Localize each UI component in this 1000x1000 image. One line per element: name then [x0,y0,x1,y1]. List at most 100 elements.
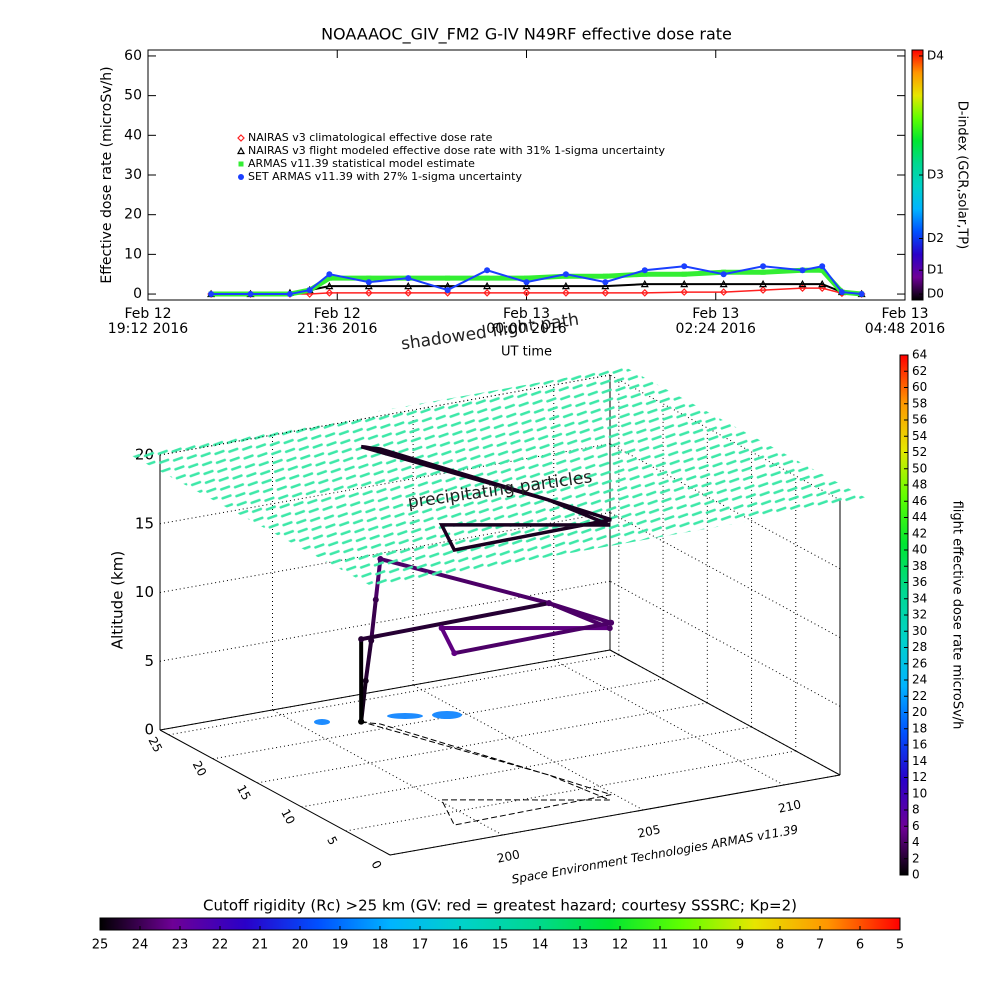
x-axis [389,774,841,856]
z-tick-label: 5 [144,652,154,670]
colorbar-tick-label: 4 [912,835,920,849]
track-point [368,637,375,644]
legend-marker [237,134,245,142]
colorbar-label: D-index (GCR,solar,TP) [955,101,970,249]
track-point [438,625,445,632]
colorbar-tick-label: 44 [912,510,927,524]
data-point [760,269,766,275]
y-tick-label: 0 [133,286,142,302]
data-point [562,271,569,278]
colorbar-tick-label: 22 [912,689,927,703]
grid-line [257,702,708,784]
colorbar-tick-label: 52 [912,445,927,459]
floor-shadow [361,721,612,826]
data-point [640,289,649,297]
z-tick-label: 10 [135,583,154,601]
y-tick-label: 10 [124,246,142,262]
track-point [451,650,458,657]
data-point [325,281,334,290]
data-point [445,275,451,281]
data-point [759,279,768,288]
data-point [326,275,332,281]
colorbar-tick-label: 20 [912,705,927,719]
data-point [522,281,531,290]
colorbar-tick-label: 15 [492,938,509,953]
data-point [818,279,827,288]
colorbar-tick-label: D1 [927,263,944,277]
colorbar-tick-label: 12 [612,938,629,953]
legend-label: SET ARMAS v11.39 with 27% 1-sigma uncert… [248,170,522,183]
colorbar-tick-label: 36 [912,575,927,589]
data-point [719,279,728,288]
x-tick-label: Feb 13 02:24 2016 [675,306,756,337]
x-tick-label: Feb 12 21:36 2016 [297,306,378,337]
series-line [211,265,862,296]
colorbar-tick-label: 8 [776,938,784,953]
grid-line [159,580,611,662]
data-point [522,289,531,297]
data-point [405,275,412,282]
legend-label: NAIRAS v3 flight modeled effective dose … [248,144,665,157]
data-point [719,288,728,296]
data-point [602,273,608,279]
colorbar-label: flight effective dose rate microSv/h [950,501,965,730]
legend-marker [238,174,244,180]
floor-patch [314,719,330,725]
y-tick-label: 15 [234,783,254,803]
colorbar-tick-label: 23 [172,938,189,953]
grid-line [212,678,664,760]
y-tick-label: 20 [124,207,142,223]
data-point [561,281,570,290]
colorbar-tick-label: 10 [912,786,927,800]
colorbar-tick-label: 9 [736,938,744,953]
colorbar-label: Cutoff rigidity (Rc) >25 km (GV: red = g… [203,897,797,915]
colorbar-tick-label: 16 [452,938,469,953]
data-point [642,271,648,277]
x-tick-label: 205 [636,822,661,840]
colorbar-tick-label: 25 [92,938,109,953]
grid-line [553,659,784,786]
track-point [545,600,552,607]
grid-line [168,654,619,736]
colorbar-tick-label: 20 [292,938,309,953]
data-point [404,289,413,297]
x-tick-label: 200 [496,847,521,865]
y-tick-label: 30 [124,167,142,183]
data-point [602,279,609,286]
colorbar-tick-label: 17 [412,938,429,953]
colorbar-tick-label: 6 [856,938,864,953]
data-point [306,287,313,294]
legend-label: NAIRAS v3 climatological effective dose … [248,131,493,144]
data-point [523,279,530,286]
colorbar-tick-label: 62 [912,364,927,378]
data-point [483,281,492,290]
y-tick-label: 10 [278,807,298,827]
colorbar-tick-label: 16 [912,738,927,752]
track-segment [360,601,550,642]
colorbar-tick-label: 50 [912,461,927,475]
data-point [364,289,373,297]
grid-line [345,750,796,832]
colorbar-tick-label: D4 [927,48,944,62]
colorbar-tick-label: 22 [212,938,229,953]
data-point [286,291,293,298]
colorbar-tick-label: 48 [912,478,927,492]
data-point [562,289,570,297]
data-point [524,275,529,281]
data-point [247,291,254,298]
data-point [641,267,648,274]
track-segment [453,620,612,656]
z-tick-label: 15 [135,514,154,532]
data-point [680,288,689,296]
colorbar-tick-label: 54 [912,429,927,443]
box-edge [609,649,841,776]
legend-marker [238,161,244,167]
y-tick-label: 0 [368,858,384,871]
data-point [858,291,865,298]
y-tick-label: 60 [124,48,142,64]
track-segment [548,601,612,625]
colorbar-tick-label: 6 [912,819,920,833]
data-point [483,289,491,297]
track-point [372,596,379,603]
